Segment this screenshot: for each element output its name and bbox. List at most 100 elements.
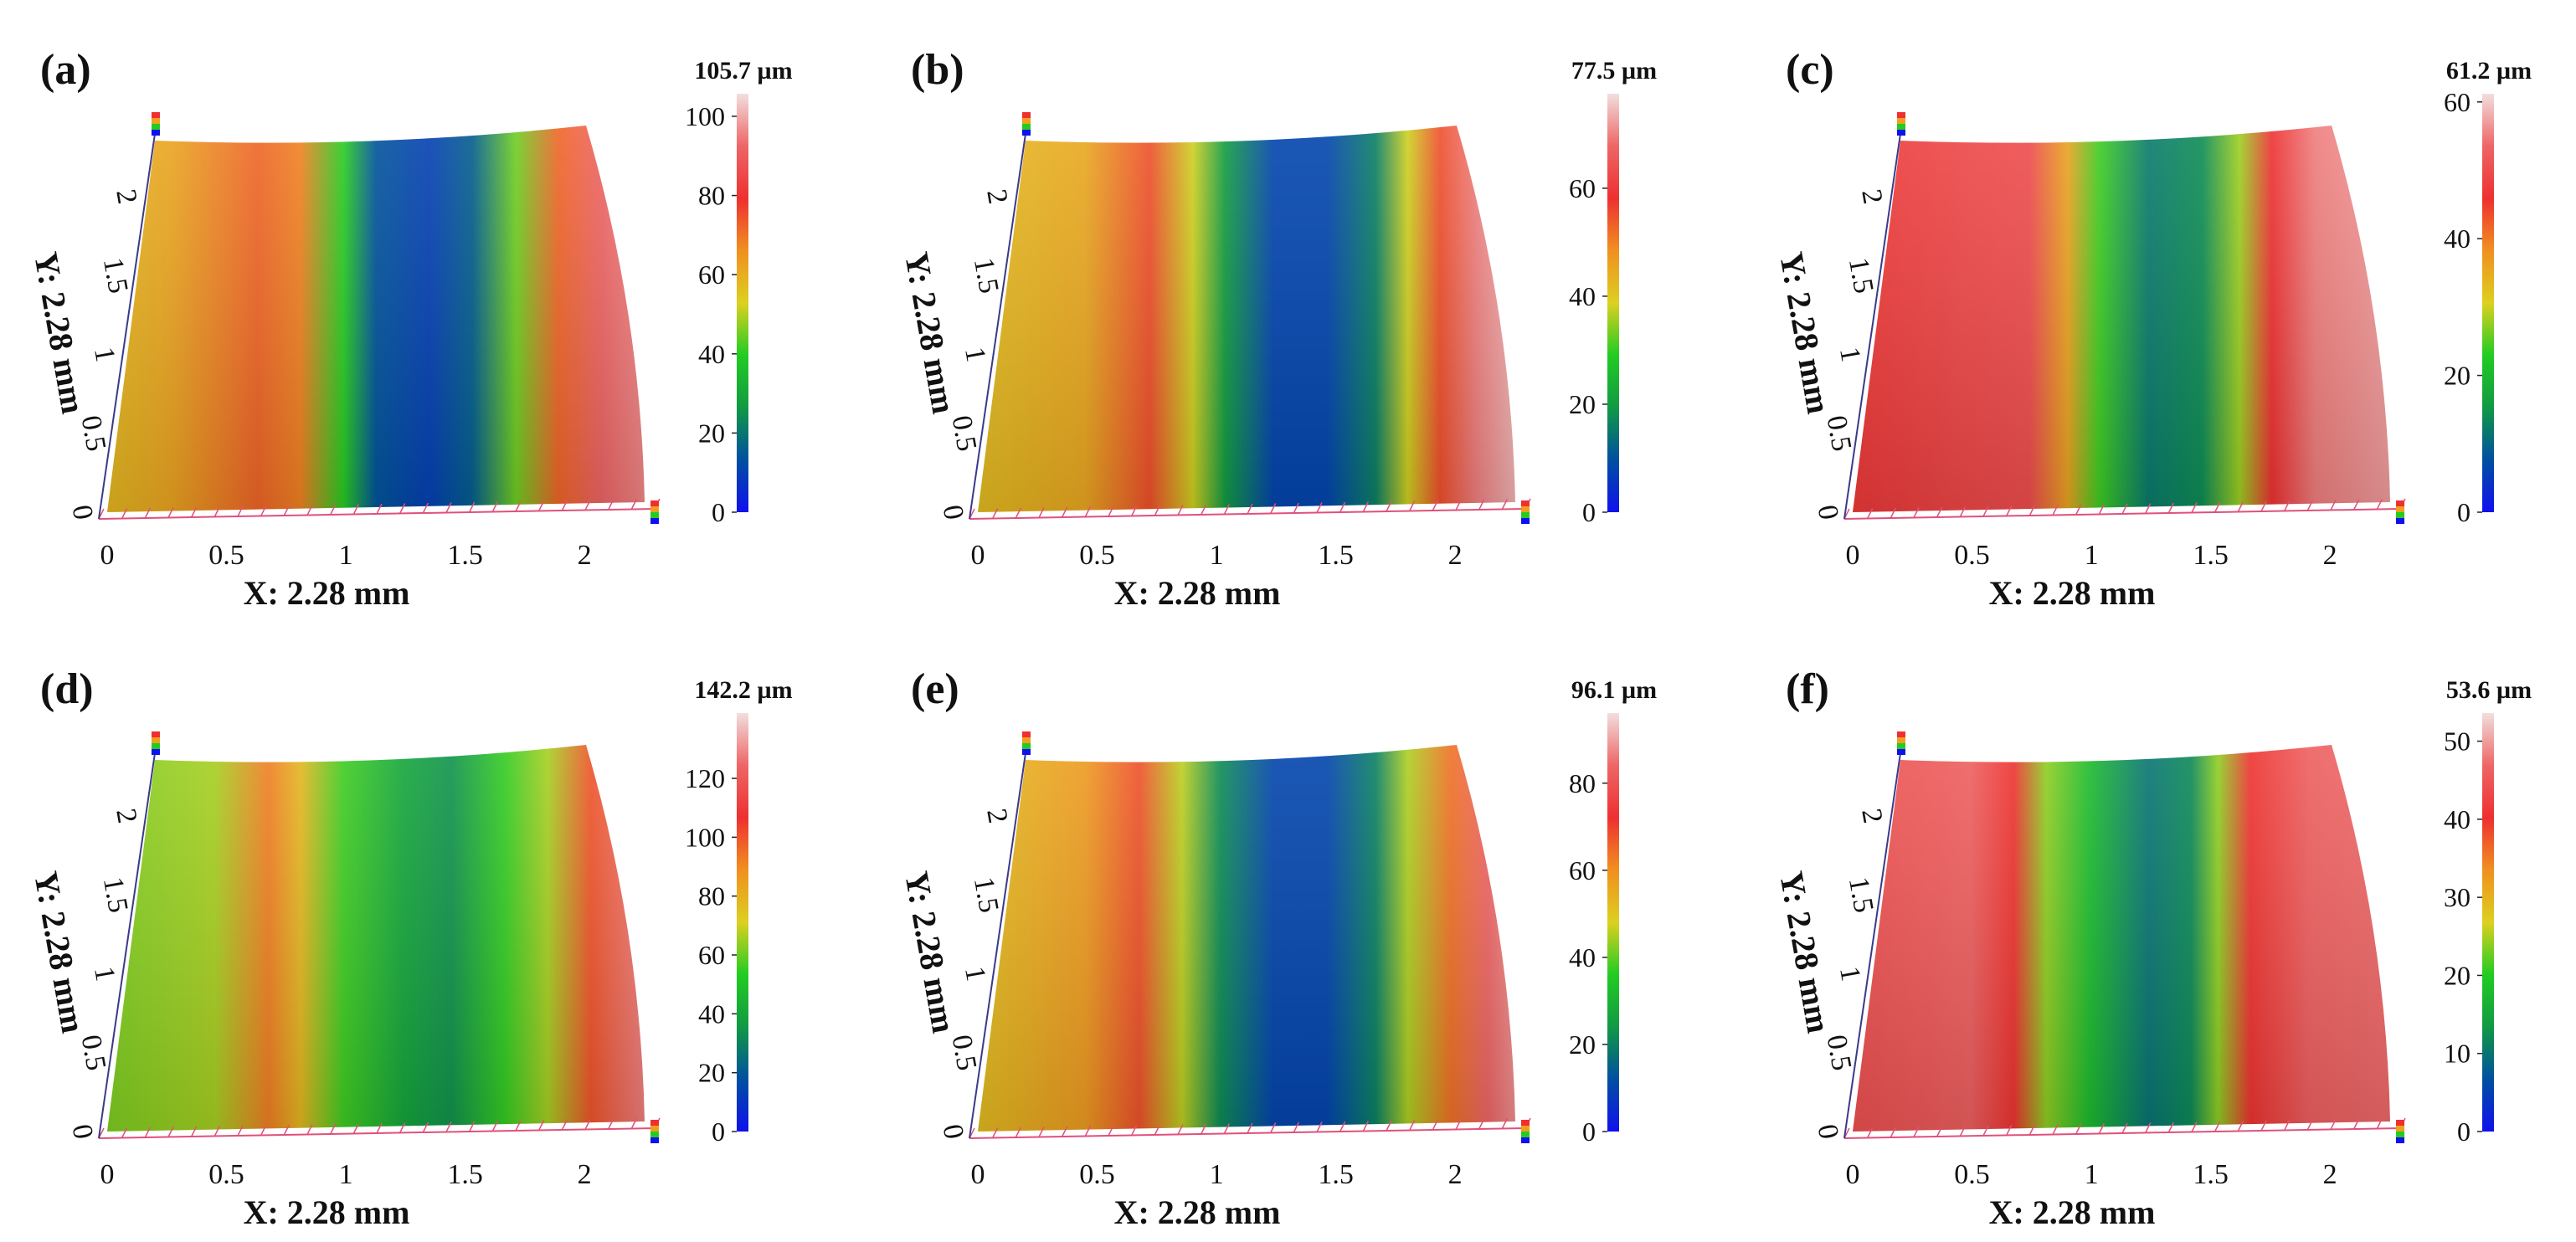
base-grid-line [2306,500,2314,511]
y-axis-title: Y: 2.28 mm [897,869,963,1036]
base-grid-line [1084,506,1092,517]
x-axis-title: X: 2.28 mm [244,1193,410,1231]
corner-marker [650,518,659,524]
x-axis-title: X: 2.28 mm [1989,1193,2156,1231]
base-grid-line [260,506,267,516]
x-axis-title: X: 2.28 mm [1989,574,2156,612]
panel-label: (e) [911,665,959,713]
y-axis-line-a [98,133,156,520]
y-tick-label: 2 [110,187,142,206]
base-grid-line [1890,507,1897,519]
base-grid-line [422,502,429,514]
base-grid-line [2191,502,2198,513]
corner-marker [650,512,659,518]
base-grid-line [1269,503,1277,514]
corner-marker [1022,118,1031,124]
x-tick-label: 1 [1210,1159,1224,1190]
y-tick-label: 0 [1812,503,1844,522]
y-tick-label: 2 [1855,187,1888,206]
colorbar-tick-label: 60 [1569,855,1596,885]
base-grid-line [2167,502,2175,514]
base-grid-line [1866,508,1874,519]
base-grid-line [515,1120,522,1132]
base-grid-line [213,506,221,517]
base-grid-line [1316,1121,1323,1132]
base-grid-line [352,504,360,515]
x-tick-label: 1 [339,540,353,571]
colorbar-tick-label: 80 [698,181,725,211]
base-grid-line [537,500,545,511]
panel-label: (c) [1786,46,1834,94]
base-grid-line [468,1121,476,1132]
colorbar-tick-label: 0 [1582,1116,1596,1147]
surface-shading-b [978,126,1515,512]
x-tick-label: 0 [100,1159,115,1190]
panel-d: (d) 0 0.5 1 1.5 2 X: 2.28 mm 0 0.5 1 1.5 2 Y: 2.28 m… [27,665,792,1231]
base-grid-line [1038,1127,1045,1137]
base-grid-line [1015,507,1022,519]
base-grid-line [1177,1124,1184,1135]
corner-marker [1897,749,1905,755]
base-grid-line [376,503,383,515]
corner-marker [1022,130,1031,136]
base-grid-line [1386,1120,1392,1132]
colorbar-tick-label: 50 [2444,726,2471,757]
y-tick-label: 0.5 [1821,413,1858,454]
base-grid-line [1339,501,1346,513]
x-tick-label: 2 [2323,1159,2337,1190]
base-grid-line [1293,1121,1300,1133]
corner-marker [1897,124,1905,130]
colorbar-max-label: 142.2 µm [694,676,792,704]
y-axis-title: Y: 2.28 mm [27,249,92,417]
base-grid-line [630,499,638,510]
base-grid-line [2121,1122,2128,1134]
base-grid-line [2028,1124,2036,1136]
base-grid-line [398,503,406,514]
base-grid-line [2098,504,2106,515]
base-grid-line [1339,1121,1346,1132]
corner-marker [152,112,160,118]
colorbar-tick-label: 40 [1569,281,1596,311]
base-grid-line [607,499,614,511]
colorbar-tick-label: 80 [1569,768,1596,798]
x-tick-label: 2 [578,1159,592,1190]
surface-shading-d [107,745,645,1132]
colorbar-tick-label: 20 [2444,960,2471,990]
base-grid-line [1386,500,1392,512]
x-tick-label: 2 [1448,540,1463,571]
panel-label: (f) [1786,665,1829,713]
base-grid-line [2075,504,2082,516]
base-grid-line [2052,1124,2059,1135]
corner-marker [1521,500,1530,506]
corner-marker [2396,512,2404,518]
corner-marker [650,500,659,506]
base-grid-line [1108,1125,1114,1137]
colorbar-tick-label: 30 [2444,882,2471,912]
corner-marker [1521,1137,1530,1143]
base-grid-line [2191,1121,2198,1132]
corner-marker [650,1137,659,1143]
base-grid-line [121,508,128,519]
y-tick-label: 0 [937,503,969,522]
base-grid-line [190,506,198,518]
y-tick-label: 0 [1812,1122,1844,1142]
y-tick-label: 1.5 [97,875,134,915]
corner-marker [1897,112,1905,118]
base-grid-line [2214,501,2221,513]
base-grid-line [2306,1119,2314,1131]
base-grid-line [2376,1118,2383,1129]
corner-marker [1897,731,1905,737]
y-tick-label: 2 [980,806,1013,825]
surface-shading-e [978,745,1515,1132]
base-grid-line [1959,1126,1967,1137]
corner-marker [1022,112,1031,118]
y-axis-line-e [969,752,1026,1139]
base-grid-line [1293,502,1300,514]
base-grid-line [2144,503,2152,514]
corner-marker [152,130,160,136]
y-tick-label: 0.5 [75,413,112,454]
base-grid-line [1247,503,1253,515]
base-grid-line [144,507,152,519]
